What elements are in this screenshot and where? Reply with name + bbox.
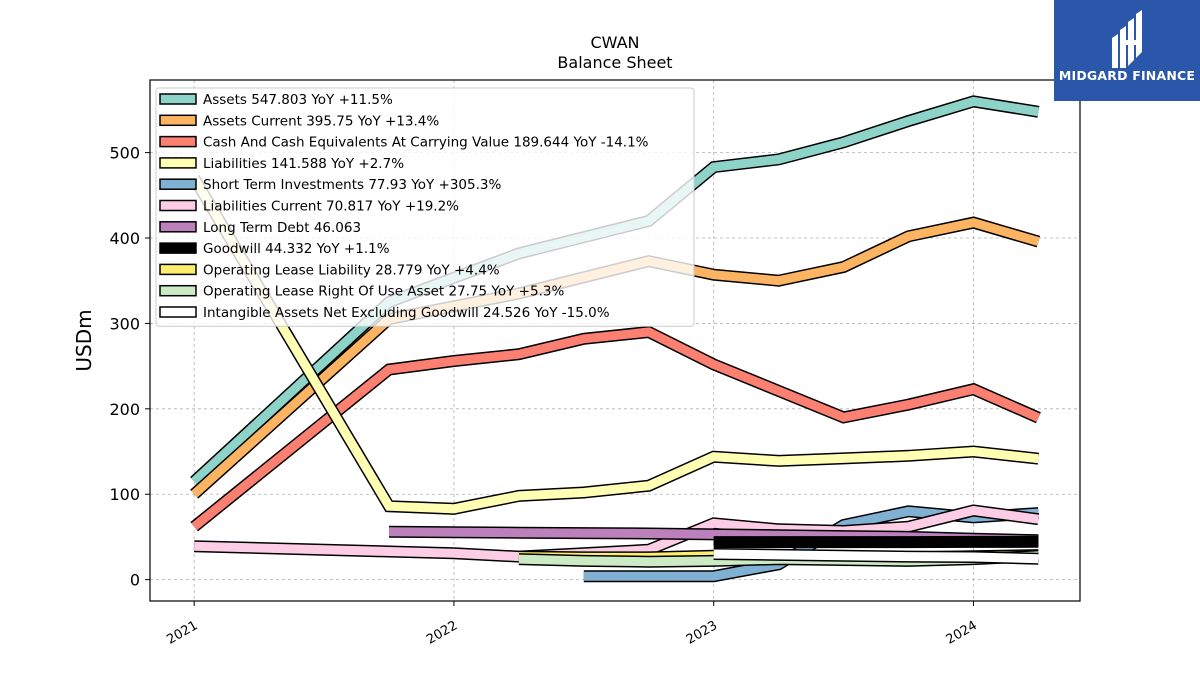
legend-swatch: [159, 135, 197, 148]
legend-swatch: [159, 306, 197, 318]
legend-label: Liabilities Current 70.817 YoY +19.2%: [203, 199, 459, 215]
y-tick-label: 300: [109, 314, 140, 333]
y-axis-label: USDm: [72, 309, 96, 371]
x-tick-label: 2023: [684, 618, 720, 648]
plot-frame: [149, 79, 1081, 602]
legend-label: Long Term Debt 46.063: [203, 220, 361, 236]
y-tick-label: 100: [109, 485, 140, 504]
legend-swatch: [159, 221, 197, 233]
legend-label: Liabilities 141.588 YoY +2.7%: [203, 156, 404, 172]
legend-label: Short Term Investments 77.93 YoY +305.3%: [203, 177, 501, 193]
legend-label: Operating Lease Liability 28.779 YoY +4.…: [203, 262, 500, 278]
legend-swatch: [159, 284, 197, 297]
y-tick-label: 400: [109, 229, 140, 248]
legend-label: Goodwill 44.332 YoY +1.1%: [203, 241, 390, 257]
legend-swatch: [159, 199, 197, 212]
x-tick-label: 2024: [944, 618, 980, 648]
chart-subtitle: Balance Sheet: [557, 53, 673, 72]
legend-swatch: [159, 157, 197, 169]
legend-swatch: [159, 242, 197, 254]
legend-label: Operating Lease Right Of Use Asset 27.75…: [203, 284, 564, 300]
x-tick-label: 2021: [164, 618, 200, 648]
y-tick-label: 500: [109, 144, 140, 163]
legend-swatch: [159, 178, 197, 190]
logo-text: MIDGARD FINANCE: [1058, 68, 1196, 83]
legend-box: [155, 87, 695, 327]
x-tick-label: 2022: [424, 618, 460, 648]
brand-logo: MIDGARD FINANCE: [1054, 0, 1200, 101]
y-tick-label: 0: [130, 571, 140, 590]
legend-label: Cash And Cash Equivalents At Carrying Va…: [203, 135, 649, 151]
legend-swatch: [159, 93, 197, 105]
legend-label: Assets Current 395.75 YoY +13.4%: [203, 113, 439, 129]
logo-mark-icon: [1112, 10, 1142, 68]
chart-title: CWAN: [590, 33, 640, 52]
legend-label: Intangible Assets Net Excluding Goodwill…: [203, 305, 610, 321]
series-line: [713, 549, 1039, 564]
legend-swatch: [159, 263, 197, 276]
y-tick-label: 200: [109, 400, 140, 419]
series-line: [190, 175, 1039, 514]
series-line: [191, 327, 1041, 531]
legend-label: Assets 547.803 YoY +11.5%: [203, 92, 393, 108]
legend-swatch: [159, 114, 197, 127]
